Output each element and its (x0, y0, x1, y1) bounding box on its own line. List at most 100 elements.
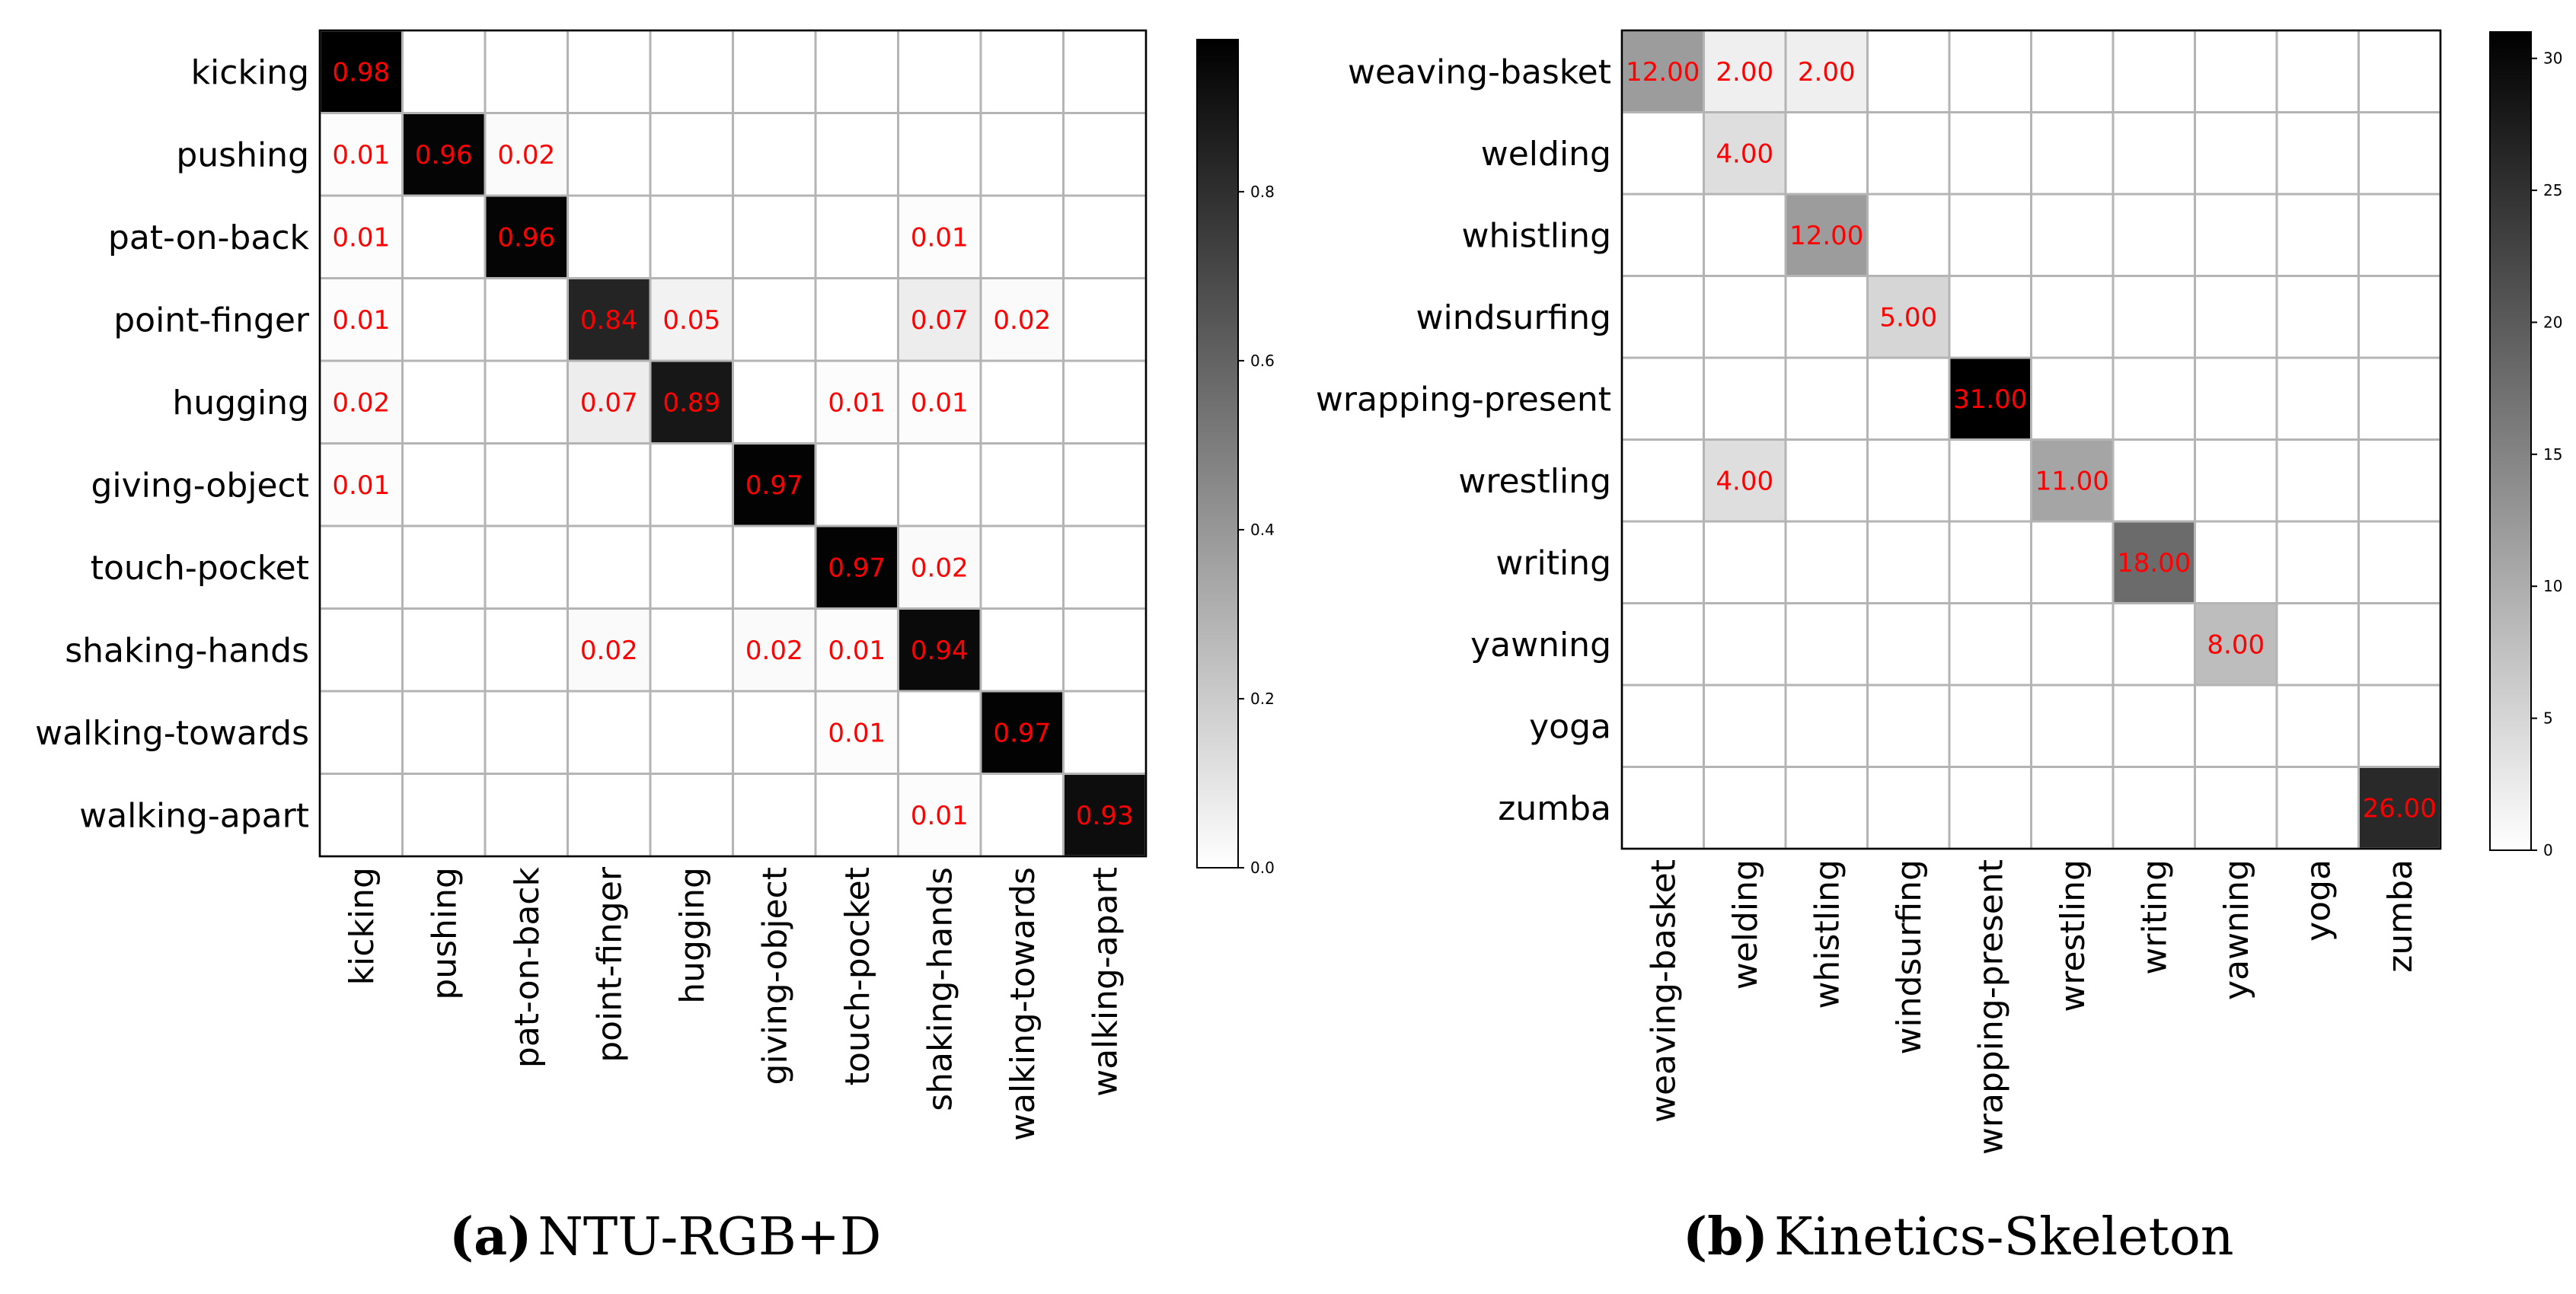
panel-a-cell-r5-c6 (814, 442, 899, 527)
panel-a-cell-r8-c7 (897, 690, 982, 775)
panel-a-value-label-r2-c2: 0.96 (497, 222, 555, 253)
panel-b-cell-r8-c4 (1948, 684, 2032, 768)
panel-b-cell-r3-c3 (1866, 275, 1951, 359)
panel-b-col-label-windsurfing: windsurfing (1890, 859, 1929, 1054)
panel-a-cell-r9-c4 (649, 773, 734, 858)
panel-b-colorbar-tick-label-1: 5 (2543, 709, 2553, 728)
panel-b-cell-r1-c6 (2112, 111, 2196, 196)
panel-b-colorbar-tick-label-0: 0 (2543, 841, 2553, 859)
panel-b-cell-r9-c2 (1784, 766, 1869, 850)
panel-b-colorbar-tick-label-4: 20 (2543, 313, 2562, 331)
panel-a-cell-r3-c6 (814, 277, 899, 362)
panel-a-cell-r6-c6 (814, 524, 899, 610)
panel-a-cell-r7-c1 (401, 607, 487, 693)
panel-b-cell-r7-c1 (1703, 602, 1787, 687)
panel-a-value-label-r4-c4: 0.89 (662, 387, 720, 418)
panel-a-col-label-pushing: pushing (426, 867, 464, 1000)
panel-a-cell-r4-c7 (897, 359, 982, 445)
panel-a-cell-r4-c6 (814, 359, 899, 445)
panel-b-cell-r4-c2 (1784, 356, 1869, 441)
panel-b-row-label-yoga: yoga (1529, 708, 1611, 747)
panel-b-cell-r3-c4 (1948, 275, 2032, 359)
panel-b-cell-r5-c8 (2275, 438, 2360, 523)
panel-a-cell-r5-c8 (979, 442, 1065, 527)
panel-a-cell-r1-c3 (567, 112, 652, 197)
panel-b-cell-r1-c5 (2030, 111, 2115, 196)
panel-a-value-label-r8-c6: 0.01 (828, 718, 886, 748)
panel-b-cell-r5-c4 (1948, 438, 2032, 523)
panel-a-cell-r8-c8 (979, 690, 1065, 775)
panel-b-value-label-r0-c2: 2.00 (1798, 57, 1856, 88)
panel-a-col-label-shaking-hands: shaking-hands (921, 867, 960, 1111)
panel-b-cell-r0-c0 (1620, 29, 1705, 113)
panel-b-cell-r6-c6 (2112, 520, 2196, 604)
panel-b-cell-r3-c2 (1784, 275, 1869, 359)
panel-a-row-label-touch-pocket: touch-pocket (91, 549, 309, 588)
panel-a-cell-r2-c2 (484, 194, 569, 279)
panel-b-cell-r3-c1 (1703, 275, 1787, 359)
panel-b-cell-r6-c3 (1866, 520, 1951, 604)
panel-b-col-label-weaving-basket: weaving-basket (1645, 859, 1684, 1123)
panel-b-cell-r1-c7 (2194, 111, 2278, 196)
panel-a-cell-r6-c3 (567, 524, 652, 610)
panel-a-cell-r5-c7 (897, 442, 982, 527)
panel-b-cell-r5-c6 (2112, 438, 2196, 523)
panel-b-value-label-r5-c5: 11.00 (2035, 466, 2109, 496)
panel-a-cell-r5-c1 (401, 442, 487, 527)
panel-a-cell-r3-c2 (484, 277, 569, 362)
panel-b-cell-r2-c0 (1620, 193, 1705, 277)
panel-a-col-label-point-finger: point-finger (591, 866, 630, 1063)
panel-a-value-label-r4-c0: 0.02 (332, 387, 390, 418)
panel-a-cell-r6-c7 (897, 524, 982, 610)
panel-b-cell-r0-c9 (2357, 29, 2442, 113)
panel-b-cell-r6-c7 (2194, 520, 2278, 604)
panel-b-cell-r1-c8 (2275, 111, 2360, 196)
panel-a-value-label-r3-c0: 0.01 (332, 305, 390, 336)
panel-b-colorbar-tick-label-5: 25 (2543, 181, 2562, 199)
panel-a-value-label-r7-c7: 0.94 (911, 636, 969, 666)
panel-a-cell-r5-c9 (1062, 442, 1148, 527)
panel-a-cell-r9-c1 (401, 773, 487, 858)
panel-b-row-label-whistling: whistling (1461, 217, 1611, 256)
panel-a-cell-r0-c1 (401, 29, 487, 114)
panel-b-col-label-zumba: zumba (2381, 859, 2420, 973)
panel-a-cell-r4-c5 (732, 359, 817, 445)
panel-a-cell-r5-c3 (567, 442, 652, 527)
panel-a-colorbar-tick-label-0: 0.0 (1250, 859, 1275, 877)
panel-a-value-label-r2-c7: 0.01 (911, 222, 969, 253)
caption-b-label: (b) (1683, 1206, 1768, 1267)
panel-b-cell-r1-c0 (1620, 111, 1705, 196)
panel-a-cell-r5-c5 (732, 442, 817, 527)
panel-a-value-label-r0-c0: 0.98 (332, 57, 390, 88)
panel-b-cell-r4-c3 (1866, 356, 1951, 441)
panel-b-cell-r3-c6 (2112, 275, 2196, 359)
panel-a-cell-r4-c3 (567, 359, 652, 445)
panel-a-row-label-walking-towards: walking-towards (35, 714, 309, 753)
panel-a-cell-r0-c4 (649, 29, 734, 114)
panel-a-cell-r2-c3 (567, 194, 652, 279)
panel-b-col-label-yawning: yawning (2217, 859, 2256, 1000)
panel-b-colorbar-tick-label-2: 10 (2543, 577, 2562, 595)
panel-b-cell-r4-c9 (2357, 356, 2442, 441)
panel-b-cell-r9-c6 (2112, 766, 2196, 850)
panel-a-col-label-giving-object: giving-object (756, 867, 795, 1085)
panel-b-cell-r6-c4 (1948, 520, 2032, 604)
panel-a-cell-r2-c4 (649, 194, 734, 279)
panel-b-cell-r3-c8 (2275, 275, 2360, 359)
panel-a-cell-r1-c0 (318, 112, 404, 197)
panel-a-cell-r7-c2 (484, 607, 569, 693)
panel-b-value-label-r7-c7: 8.00 (2207, 629, 2265, 660)
panel-a-cell-r7-c4 (649, 607, 734, 693)
panel-b-cell-r2-c4 (1948, 193, 2032, 277)
panel-a-col-label-kicking: kicking (343, 867, 381, 985)
panel-b-cell-r9-c3 (1866, 766, 1951, 850)
panel-a-cell-r9-c6 (814, 773, 899, 858)
panel-b-row-label-yawning: yawning (1470, 626, 1611, 665)
panel-a-cell-r0-c7 (897, 29, 982, 114)
panel-a-cell-r8-c9 (1062, 690, 1148, 775)
panel-b-cell-r5-c1 (1703, 438, 1787, 523)
panel-b-frame (1620, 29, 2442, 850)
panel-b-cell-r4-c0 (1620, 356, 1705, 441)
panel-b-cell-r8-c8 (2275, 684, 2360, 768)
